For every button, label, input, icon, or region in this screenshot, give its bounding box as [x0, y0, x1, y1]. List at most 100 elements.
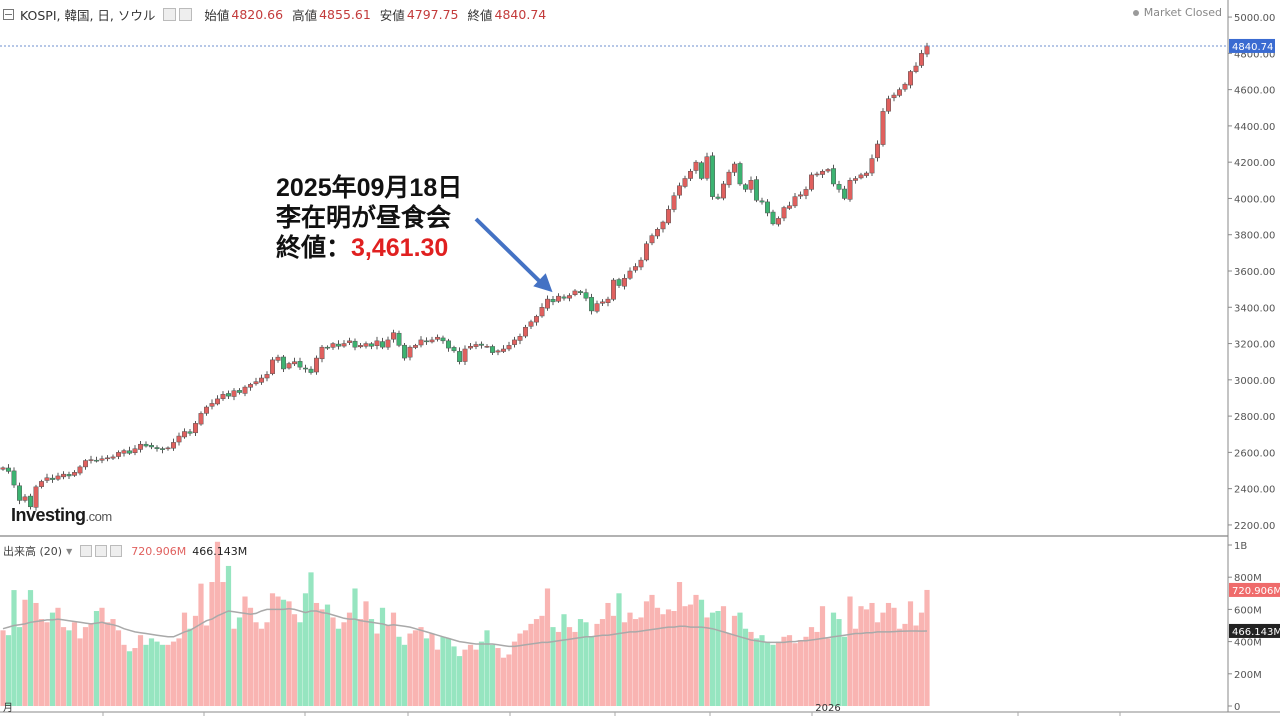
volume-bar [709, 612, 716, 706]
volume-indicator-label[interactable]: 出来高 (20) [3, 545, 63, 558]
volume-bar [66, 630, 72, 706]
candle-body [468, 346, 473, 349]
high-label: 高値 [292, 7, 318, 23]
candle-body [171, 442, 176, 449]
price-tick-label: 4600.00 [1234, 86, 1275, 97]
candle-body [61, 473, 66, 478]
candle-body [677, 185, 682, 196]
candle-body [286, 363, 292, 369]
candle-body [880, 111, 886, 145]
volume-bar [539, 615, 545, 706]
volume-bar [693, 594, 699, 706]
price-tick-label: 4200.00 [1234, 158, 1275, 169]
volume-bar [489, 644, 496, 706]
candle-body [622, 278, 627, 287]
close-icon[interactable] [110, 545, 123, 557]
volume-bar [247, 607, 254, 706]
candle-body [28, 495, 33, 508]
candle-body [809, 174, 814, 190]
market-status: Market Closed [1132, 6, 1222, 19]
volume-bar [55, 607, 61, 706]
volume-bar [187, 628, 193, 706]
last-price-label: 4840.74 [1232, 42, 1273, 53]
candle-body [149, 445, 154, 448]
candle-body [864, 172, 869, 176]
candle-body [231, 390, 237, 397]
volume-bar [759, 635, 765, 706]
candle-body [418, 339, 424, 346]
volume-bar [445, 638, 452, 706]
candle-body [116, 452, 121, 457]
candle-body [776, 218, 781, 225]
candle-body [616, 279, 622, 286]
volume-bar [330, 617, 336, 706]
candle-body [836, 184, 842, 190]
volume-bar [676, 582, 683, 706]
volume-bar [599, 619, 606, 706]
volume-tick-label: 1B [1234, 541, 1247, 552]
arrow-head [533, 273, 553, 293]
collapse-icon[interactable] [3, 8, 14, 20]
candle-body [710, 155, 715, 197]
volume-tick-label: 600M [1234, 605, 1262, 616]
volume-bar [379, 607, 386, 706]
symbol-label[interactable]: KOSPI, 韓国, 日, ソウル [20, 7, 156, 23]
candle-body [754, 179, 759, 201]
volume-bar [440, 636, 446, 706]
volume-bar [319, 609, 325, 706]
candle-body [325, 346, 330, 349]
candle-body [429, 339, 435, 343]
candle-body [369, 343, 374, 347]
volume-bar [775, 641, 782, 706]
candle-body [721, 183, 726, 199]
settings-icon[interactable] [163, 7, 177, 21]
volume-bar [544, 588, 551, 706]
volume-bar [264, 622, 270, 706]
volume-bar [500, 657, 507, 706]
volume-bar [478, 641, 485, 706]
chart-header: KOSPI, 韓国, 日, ソウル 始値 4820.66 高値 4855.61 安値… [0, 5, 546, 23]
high-value: 4855.61 [319, 6, 371, 22]
volume-bar [231, 628, 237, 706]
candlestick-series [0, 42, 930, 511]
volume-bar [280, 599, 287, 706]
volume-bar [902, 623, 908, 706]
candle-body [798, 194, 803, 197]
arrow-shaft [474, 217, 542, 284]
candle-body [567, 295, 572, 299]
status-dot-icon [1132, 9, 1139, 16]
candle-body [297, 361, 303, 368]
volume-bar [456, 656, 463, 706]
volume-bar [742, 628, 749, 706]
candle-body [413, 345, 418, 348]
chevron-down-icon[interactable]: ▼ [66, 546, 73, 556]
volume-ma-value: 466.143M [192, 544, 248, 558]
candle-body [528, 321, 534, 327]
low-value: 4797.75 [406, 6, 459, 22]
candle-body [842, 188, 847, 199]
logo-suffix: .com [85, 509, 113, 524]
candle-body [215, 398, 220, 405]
candle-body [6, 467, 11, 472]
candle-body [88, 459, 94, 461]
volume-bar [429, 633, 435, 706]
volume-bar [352, 588, 358, 706]
volume-bar [720, 606, 727, 706]
candle-body [495, 350, 501, 353]
candle-body [490, 346, 495, 353]
volume-bar [687, 604, 694, 706]
volume-bar [847, 596, 853, 706]
volume-bar [341, 622, 347, 706]
volume-bar [638, 617, 644, 706]
volume-bar [704, 617, 710, 706]
settings-icon[interactable] [95, 545, 108, 557]
close-icon[interactable] [179, 7, 193, 21]
volume-bar [467, 644, 474, 706]
candle-body [435, 336, 440, 340]
price-tick-label: 2600.00 [1234, 448, 1275, 459]
volume-tick-label: 0 [1234, 702, 1240, 713]
volume-bar [148, 638, 155, 706]
candle-body [699, 162, 704, 179]
eye-icon[interactable] [80, 545, 93, 557]
